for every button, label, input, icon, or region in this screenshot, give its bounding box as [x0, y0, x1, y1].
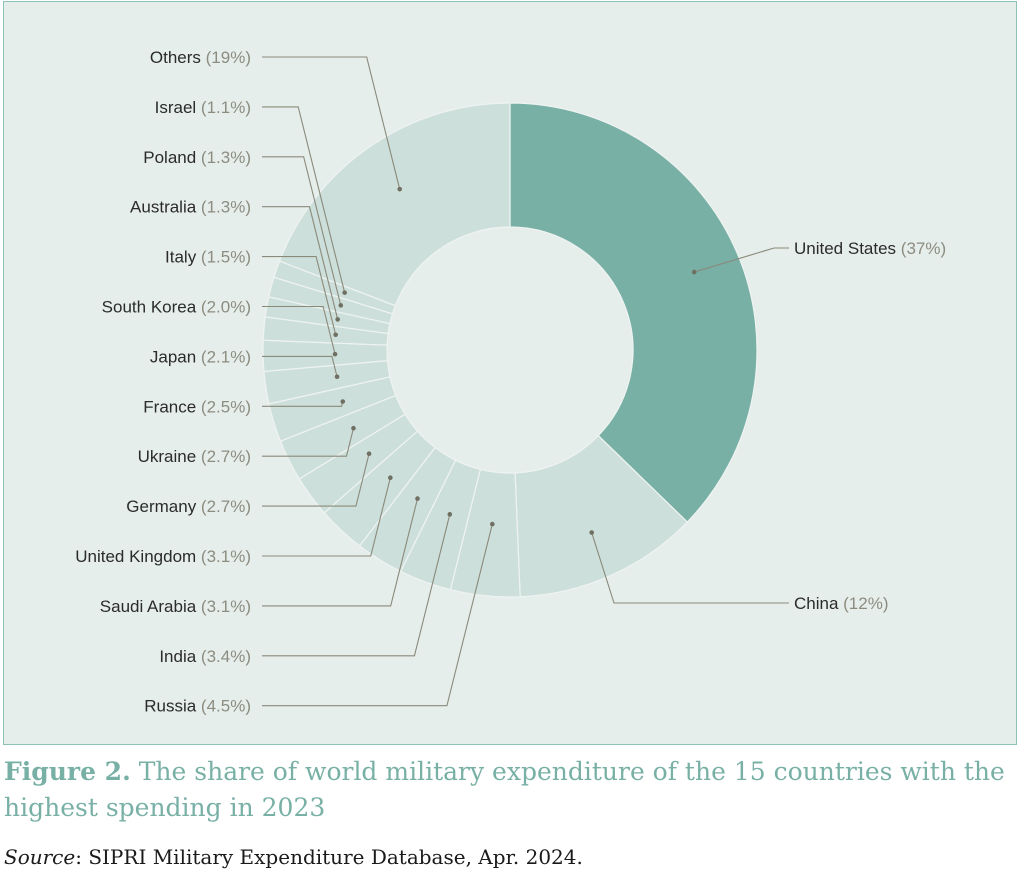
label-germany: Germany (2.7%) — [126, 497, 251, 516]
leader-line-russia — [262, 523, 493, 707]
leader-line-china — [591, 532, 789, 604]
leader-line-australia — [262, 206, 339, 320]
leader-dot-united-kingdom — [388, 475, 393, 480]
label-italy: Italy (1.5%) — [165, 248, 251, 267]
leader-dot-united-states — [691, 269, 697, 275]
chart-frame: United States (37%) China (12%) Russia (4.… — [3, 1, 1017, 745]
label-others: Others (19%) — [150, 48, 251, 67]
slice-united-states — [509, 102, 758, 523]
leader-line-others — [262, 56, 401, 190]
leader-dot-poland — [338, 303, 344, 308]
label-israel: Israel (1.1%) — [155, 98, 251, 117]
label-india: India (3.4%) — [159, 647, 251, 666]
figure-label: Figure 2. — [4, 757, 131, 786]
label-saudi-arabia: Saudi Arabia (3.1%) — [100, 597, 251, 616]
leader-dot-ukraine — [351, 425, 356, 431]
label-poland: Poland (1.3%) — [143, 148, 251, 167]
label-south-korea: South Korea (2.0%) — [102, 298, 251, 317]
label-china: China (12%) — [794, 594, 889, 613]
leader-line-india — [262, 514, 451, 657]
leader-line-saudi-arabia — [262, 498, 419, 607]
source-note: Source: SIPRI Military Expenditure Datab… — [4, 843, 583, 871]
leader-line-italy — [262, 256, 337, 335]
slice-others — [278, 102, 511, 307]
figure-caption: Figure 2. The share of world military ex… — [4, 754, 1014, 826]
label-russia: Russia (4.5%) — [144, 697, 251, 716]
leader-dot-israel — [342, 290, 347, 295]
label-japan: Japan (2.1%) — [150, 347, 251, 366]
leader-dot-others — [397, 186, 403, 192]
label-france: France (2.5%) — [143, 397, 251, 416]
leader-line-japan — [262, 355, 338, 377]
leader-dot-italy — [333, 332, 338, 338]
leader-dot-japan — [334, 374, 340, 380]
leader-line-germany — [262, 453, 370, 507]
leader-dot-france — [340, 399, 346, 404]
source-text: : SIPRI Military Expenditure Database, A… — [75, 845, 583, 869]
figure-caption-text: The share of world military expenditure … — [4, 757, 1005, 822]
source-label: Source — [4, 845, 76, 869]
label-ukraine: Ukraine (2.7%) — [138, 447, 251, 466]
leader-dot-india — [447, 512, 453, 517]
donut-chart: United States (37%) China (12%) Russia (4.… — [75, 48, 946, 716]
leader-dot-australia — [335, 317, 340, 322]
leader-line-south-korea — [262, 305, 336, 355]
leader-line-poland — [262, 156, 342, 306]
label-australia: Australia (1.3%) — [130, 198, 251, 217]
leader-dot-russia — [490, 521, 495, 527]
leader-dot-china — [589, 530, 594, 535]
leader-line-united-kingdom — [262, 477, 391, 557]
leader-line-ukraine — [262, 428, 354, 457]
leader-dot-germany — [366, 451, 372, 457]
label-united-kingdom: United Kingdom (3.1%) — [75, 547, 251, 566]
leader-dot-south-korea — [332, 351, 338, 357]
leader-line-israel — [262, 106, 346, 293]
leader-dot-saudi-arabia — [415, 496, 420, 501]
label-united-states: United States (37%) — [794, 239, 946, 258]
leader-line-united-states — [694, 247, 789, 273]
